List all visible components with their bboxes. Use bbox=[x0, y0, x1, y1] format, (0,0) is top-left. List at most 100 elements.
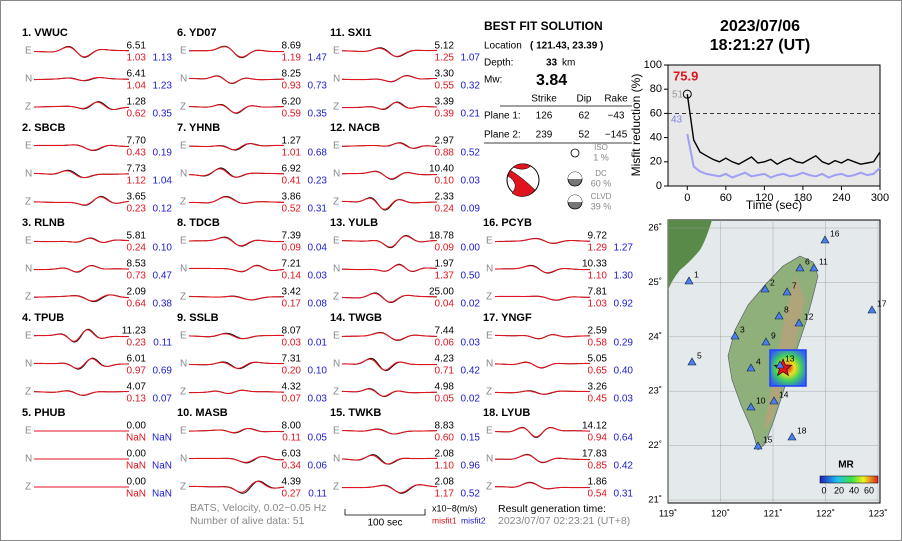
component-label: Z bbox=[486, 292, 492, 303]
amplitude: 4.23 bbox=[435, 354, 455, 365]
mw: 3.84 bbox=[536, 72, 567, 89]
station-marker bbox=[760, 284, 770, 293]
waveform bbox=[189, 480, 285, 493]
misfit1: 0.94 bbox=[588, 433, 608, 444]
waveform bbox=[188, 143, 285, 151]
misfit2: 0.03 bbox=[461, 176, 481, 187]
waveform bbox=[34, 265, 130, 273]
component-label: Z bbox=[333, 387, 339, 398]
amplitude: 18.78 bbox=[429, 231, 454, 242]
x-tick-label: 60 bbox=[720, 192, 732, 204]
component-label: N bbox=[333, 264, 340, 275]
misfit1: 0.10 bbox=[435, 176, 455, 187]
misfit2: 0.23 bbox=[308, 176, 328, 187]
misfit1: 0.54 bbox=[588, 489, 608, 500]
amplitude: 7.31 bbox=[282, 354, 302, 365]
waveform bbox=[341, 197, 438, 210]
component-label: Z bbox=[25, 102, 31, 113]
plane-header: Strike bbox=[531, 94, 557, 105]
station-number: 13 bbox=[785, 353, 795, 363]
waveform bbox=[341, 75, 438, 83]
component-label: N bbox=[333, 74, 340, 85]
amplitude: 2.33 bbox=[435, 192, 455, 203]
scale-bar bbox=[344, 509, 426, 516]
misfit2: 1.04 bbox=[153, 176, 173, 187]
misfit-line bbox=[686, 133, 881, 179]
amplitude: 9.72 bbox=[588, 231, 608, 242]
component-name: CLVD bbox=[591, 192, 612, 201]
misfit2: 0.10 bbox=[153, 243, 173, 254]
waveform bbox=[188, 104, 285, 114]
amplitude: 3.65 bbox=[127, 192, 147, 203]
station-marker bbox=[775, 360, 785, 369]
component-label: N bbox=[25, 169, 32, 180]
waveform bbox=[188, 265, 285, 273]
misfit2: 0.03 bbox=[308, 394, 328, 405]
misfit1: NaN bbox=[126, 489, 146, 500]
waveform bbox=[34, 358, 130, 369]
lat-label: 21˚ bbox=[648, 495, 662, 506]
waveform bbox=[188, 333, 285, 340]
component-label: E bbox=[25, 141, 32, 152]
misfit1: 1.10 bbox=[588, 271, 608, 282]
component-label: Z bbox=[25, 387, 31, 398]
station-marker bbox=[687, 357, 697, 366]
lon-label: 123˚ bbox=[868, 509, 887, 520]
misfit1: 0.97 bbox=[127, 366, 147, 377]
station-number: 17 bbox=[877, 298, 887, 308]
amplitude: 8.25 bbox=[282, 69, 302, 80]
lat-label: 25˚ bbox=[648, 277, 662, 288]
waveform bbox=[188, 196, 285, 204]
amplitude: 0.00 bbox=[127, 449, 147, 460]
amplitude: 1.27 bbox=[282, 136, 302, 147]
x-tick-label: 300 bbox=[871, 192, 889, 204]
component-label: N bbox=[333, 169, 340, 180]
component-label: E bbox=[25, 426, 32, 437]
misfit2: 0.06 bbox=[308, 461, 328, 472]
unit: x10−8(m/s) bbox=[432, 503, 477, 513]
misfit2: 0.52 bbox=[461, 489, 481, 500]
location: ( 121.43, 23.39 ) bbox=[530, 41, 603, 52]
station-number: 2 bbox=[770, 277, 775, 287]
misfit1: 0.55 bbox=[435, 81, 455, 92]
station-number: 8 bbox=[784, 304, 789, 314]
misfit2: 0.47 bbox=[153, 271, 173, 282]
scale-label: 100 sec bbox=[367, 518, 402, 529]
waveform bbox=[494, 390, 591, 395]
plane-header: Rake bbox=[604, 94, 628, 105]
waveform bbox=[188, 456, 285, 463]
amplitude: 2.08 bbox=[435, 449, 455, 460]
waveform bbox=[341, 332, 438, 341]
component-ball-white bbox=[568, 195, 582, 202]
waveform bbox=[494, 454, 591, 463]
misfit1: 1.04 bbox=[127, 81, 147, 92]
lat-label: 26˚ bbox=[648, 223, 662, 234]
station-title: 12. NACB bbox=[330, 122, 380, 134]
amplitude: 8.69 bbox=[282, 41, 302, 52]
misfit2: NaN bbox=[152, 489, 172, 500]
misfit1: 0.71 bbox=[435, 366, 455, 377]
amplitude: 14.12 bbox=[582, 421, 607, 432]
station-marker bbox=[867, 305, 877, 314]
amplitude: 8.00 bbox=[282, 421, 302, 432]
amplitude: 6.41 bbox=[127, 69, 147, 80]
waveform bbox=[33, 294, 130, 302]
station-number: 1 bbox=[694, 269, 699, 279]
misfit2: 0.11 bbox=[153, 338, 172, 349]
amplitude: 7.73 bbox=[127, 164, 147, 175]
misfit1: 1.29 bbox=[588, 243, 608, 254]
station-title: 18. LYUB bbox=[483, 407, 530, 419]
amplitude: 4.98 bbox=[435, 382, 455, 393]
component-label: E bbox=[486, 426, 493, 437]
amplitude: 10.33 bbox=[582, 259, 607, 270]
component-label: E bbox=[25, 46, 32, 57]
misfit2: 0.50 bbox=[461, 271, 481, 282]
depth-label: Depth: bbox=[484, 58, 513, 69]
station-title: 16. PCYB bbox=[483, 217, 532, 229]
component-value: 60 % bbox=[591, 178, 612, 188]
misfit1: 0.43 bbox=[127, 148, 147, 159]
gen-label: Result generation time: bbox=[498, 503, 606, 515]
amplitude: 1.28 bbox=[127, 97, 147, 108]
misfit2: 0.07 bbox=[153, 394, 173, 405]
component-label: E bbox=[180, 141, 187, 152]
